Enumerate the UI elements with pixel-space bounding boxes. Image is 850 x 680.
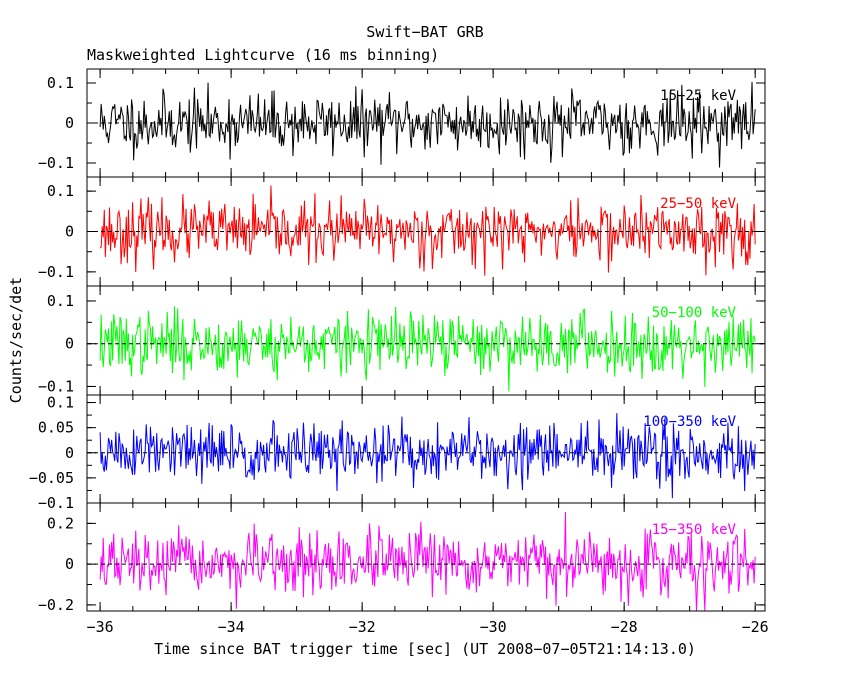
y-tick-label: 0 [65,335,74,353]
series-line-2 [99,185,756,276]
panel-3: 0.1 0 −0.1 50−100 keV [38,285,766,396]
y-tick-label: 0.2 [47,514,74,532]
band-label-4: 100−350 keV [643,414,736,430]
y-tick-label: −0.1 [38,494,74,512]
panel-4: 0.1 0.05 0 −0.05 −0.1 100−350 keV [29,394,766,512]
y-tick-label: −0.1 [38,154,74,172]
series-line-4 [99,413,756,499]
band-label-3: 50−100 keV [652,305,737,321]
x-tick-label: −30 [480,618,507,636]
y-tick-label: 0 [65,555,74,573]
y-tick-label: 0.1 [47,394,74,412]
y-tick-label: 0.1 [47,182,74,200]
y-tick-label: −0.2 [38,596,74,614]
panels-group: 0.1 0 −0.1 15−25 keV 0.1 0 −0.1 25−50 keV 0.1 0 −0… [29,68,766,614]
panel-frame-5 [86,502,766,612]
band-label-1: 15−25 keV [660,88,736,104]
y-tick-label: 0 [65,114,74,132]
chart-subtitle: Maskweighted Lightcurve (16 ms binning) [87,46,439,64]
series-line-1 [99,81,756,168]
y-tick-label: 0.1 [47,292,74,310]
y-tick-label: −0.1 [38,377,74,395]
y-tick-label: 0 [65,223,74,241]
panel-2: 0.1 0 −0.1 25−50 keV [38,176,766,287]
panel-5: 0.2 0 −0.2 15−350 keV [38,502,766,614]
y-axis-label: Counts/sec/det [7,277,25,403]
x-tick-label: −32 [349,618,376,636]
y-tick-label: 0.05 [38,419,74,437]
y-tick-label: −0.05 [29,469,74,487]
x-tick-label: −26 [742,618,769,636]
y-tick-label: −0.1 [38,263,74,281]
chart-title: Swift−BAT GRB [366,23,483,41]
band-label-2: 25−50 keV [660,196,736,212]
x-tick-labels: −36 −34 −32 −30 −28 −26 [87,618,769,636]
panel-1: 0.1 0 −0.1 15−25 keV [38,68,766,178]
x-tick-label: −34 [218,618,245,636]
band-label-5: 15−350 keV [652,522,737,538]
y-tick-label: 0 [65,444,74,462]
x-axis-label: Time since BAT trigger time [sec] (UT 20… [154,640,696,658]
x-tick-label: −36 [87,618,114,636]
x-tick-label: −28 [611,618,638,636]
series-line-3 [99,306,756,392]
y-tick-label: 0.1 [47,74,74,92]
